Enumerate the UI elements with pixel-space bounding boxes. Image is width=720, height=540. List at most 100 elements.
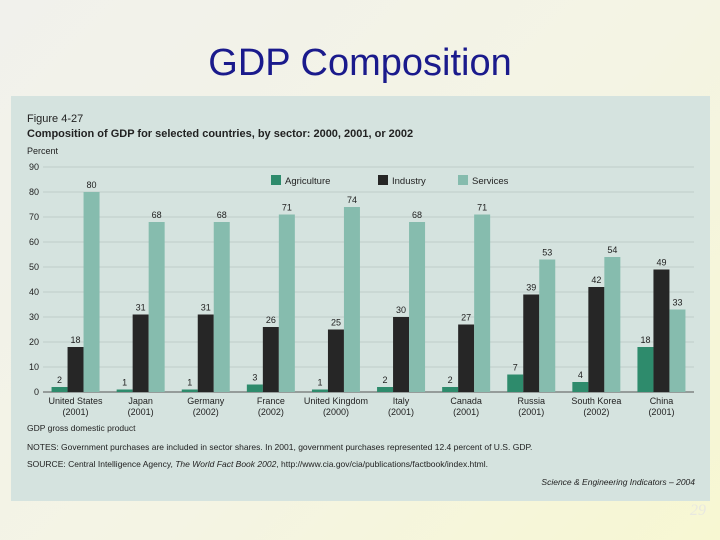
x-tick-label: United Kingdom: [304, 396, 368, 406]
bar-industry: [393, 317, 410, 392]
data-label: 18: [71, 335, 81, 345]
data-label: 26: [266, 315, 276, 325]
x-tick-label: United States: [49, 396, 104, 406]
data-label: 71: [282, 203, 292, 213]
legend-label: Industry: [392, 176, 426, 187]
bar-industry: [523, 294, 540, 392]
y-axis-label: Percent: [27, 146, 59, 156]
bar-industry: [327, 329, 344, 392]
x-tick-year: (2001): [128, 407, 154, 417]
x-tick-label: Canada: [450, 396, 482, 406]
bar-services: [278, 214, 295, 392]
data-label: 18: [640, 335, 650, 345]
bar-agriculture: [507, 374, 524, 392]
y-tick-label: 20: [29, 337, 39, 347]
bar-agriculture: [246, 384, 263, 392]
bar-services: [604, 257, 621, 392]
data-label: 68: [217, 210, 227, 220]
y-tick-label: 50: [29, 262, 39, 272]
bar-services: [213, 222, 230, 392]
x-tick-label: Italy: [393, 396, 410, 406]
y-tick-label: 40: [29, 287, 39, 297]
x-tick-year: (2002): [583, 407, 609, 417]
bar-industry: [197, 314, 214, 392]
data-label: 53: [542, 248, 552, 258]
data-label: 3: [252, 373, 257, 383]
x-tick-year: (2002): [193, 407, 219, 417]
bar-agriculture: [311, 389, 328, 392]
footnote-gdp: GDP gross domestic product: [27, 423, 136, 433]
data-label: 2: [57, 375, 62, 385]
data-label: 68: [152, 210, 162, 220]
bar-agriculture: [442, 387, 459, 392]
data-label: 49: [656, 258, 666, 268]
x-tick-year: (2002): [258, 407, 284, 417]
bar-services: [83, 192, 100, 392]
bar-industry: [262, 327, 279, 392]
figure-panel: Figure 4-27 Composition of GDP for selec…: [11, 96, 710, 501]
data-label: 30: [396, 305, 406, 315]
data-label: 71: [477, 203, 487, 213]
x-tick-label: China: [650, 396, 674, 406]
data-label: 68: [412, 210, 422, 220]
x-tick-label: Russia: [517, 396, 545, 406]
bar-services: [539, 259, 556, 392]
x-tick-year: (2001): [453, 407, 479, 417]
x-tick-year: (2000): [323, 407, 349, 417]
data-label: 2: [383, 375, 388, 385]
legend-swatch-agriculture: [271, 175, 281, 185]
y-tick-label: 80: [29, 187, 39, 197]
bar-agriculture: [377, 387, 394, 392]
data-label: 31: [136, 303, 146, 313]
source-suffix: , http://www.cia.gov/cia/publications/fa…: [276, 459, 488, 469]
data-label: 1: [187, 378, 192, 388]
y-tick-label: 90: [29, 162, 39, 172]
data-label: 54: [607, 245, 617, 255]
bar-agriculture: [572, 382, 589, 392]
x-tick-label: Germany: [187, 396, 225, 406]
x-tick-year: (2001): [518, 407, 544, 417]
x-tick-label: South Korea: [571, 396, 621, 406]
y-tick-label: 70: [29, 212, 39, 222]
x-tick-year: (2001): [388, 407, 414, 417]
data-label: 39: [526, 283, 536, 293]
bar-services: [409, 222, 426, 392]
data-label: 31: [201, 303, 211, 313]
legend-label: Agriculture: [285, 176, 330, 187]
legend-swatch-services: [458, 175, 468, 185]
slide-title: GDP Composition: [208, 42, 512, 84]
chart: Figure 4-27 Composition of GDP for selec…: [27, 113, 695, 487]
data-label: 42: [591, 275, 601, 285]
bar-agriculture: [116, 389, 133, 392]
legend-swatch-industry: [378, 175, 388, 185]
data-label: 4: [578, 370, 583, 380]
data-label: 2: [448, 375, 453, 385]
chart-title: Composition of GDP for selected countrie…: [27, 128, 413, 140]
bar-industry: [67, 347, 84, 392]
legend-label: Services: [472, 176, 509, 187]
data-label: 1: [122, 378, 127, 388]
data-label: 1: [317, 378, 322, 388]
source-prefix: SOURCE: Central Intelligence Agency,: [27, 459, 175, 469]
figure-number: Figure 4-27: [27, 113, 83, 125]
credit-text: Science & Engineering Indicators – 2004: [541, 477, 695, 487]
bar-agriculture: [51, 387, 68, 392]
x-tick-label: Japan: [128, 396, 153, 406]
bar-services: [669, 309, 686, 392]
data-label: 74: [347, 195, 357, 205]
bar-services: [474, 214, 491, 392]
x-tick-year: (2001): [648, 407, 674, 417]
bar-agriculture: [637, 347, 654, 392]
source-text: SOURCE: Central Intelligence Agency, The…: [27, 459, 488, 469]
source-title: The World Fact Book 2002: [175, 459, 276, 469]
bar-industry: [132, 314, 149, 392]
data-label: 80: [87, 180, 97, 190]
y-tick-label: 60: [29, 237, 39, 247]
bar-services: [343, 207, 360, 392]
y-tick-label: 10: [29, 362, 39, 372]
y-tick-label: 30: [29, 312, 39, 322]
bar-industry: [653, 269, 670, 392]
bar-agriculture: [181, 389, 198, 392]
data-label: 7: [513, 363, 518, 373]
bar-services: [148, 222, 165, 392]
